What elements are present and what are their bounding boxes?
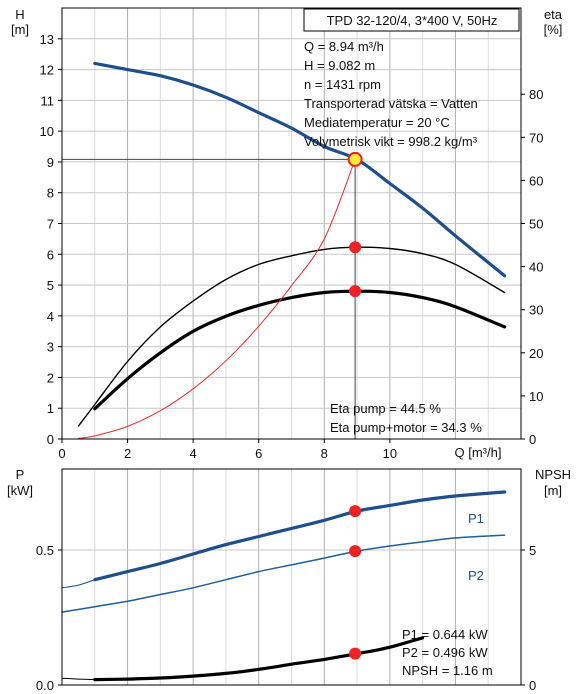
- series-eta-pump-line: [77, 246, 506, 427]
- info-npsh: NPSH = 1.16 m: [402, 663, 493, 678]
- series-eta-pump-motor-line: [93, 289, 507, 411]
- top-y2label-line1: eta: [544, 7, 563, 22]
- info-q: Q = 8.94 m³/h: [304, 39, 384, 54]
- info-n: n = 1431 rpm: [304, 77, 381, 92]
- top-y2tick-label: 60: [529, 173, 543, 188]
- bottom-ytick-label: 0.0: [36, 678, 54, 693]
- top-y2tick-label: 80: [529, 87, 543, 102]
- top-ytick-label: 11: [41, 93, 55, 108]
- top-ytick-label: 6: [47, 247, 54, 262]
- top-ytick-label: 4: [47, 309, 54, 324]
- top-plot-frame: [61, 7, 522, 440]
- series-p1-ext-line: [61, 579, 96, 589]
- top-ytick-label: 7: [47, 217, 54, 232]
- eta-info: Eta pump = 44.5 % Eta pump+motor = 34.3 …: [330, 401, 482, 435]
- top-ytick-label: 5: [47, 278, 54, 293]
- top-xtick-label: 4: [190, 446, 197, 461]
- series-p2-line: [61, 534, 506, 613]
- series-npsh-line: [93, 636, 425, 682]
- duty-point-p1-marker: [349, 505, 362, 518]
- info-p1: P1 = 0.644 kW: [402, 627, 488, 642]
- chart-title: TPD 32-120/4, 3*400 V, 50Hz: [327, 13, 498, 28]
- top-ytick-label: 1: [47, 401, 54, 416]
- top-y2tick-label: 40: [529, 260, 543, 275]
- duty-point-npsh-marker: [349, 647, 362, 660]
- top-ylabel-line1: H: [15, 7, 24, 22]
- bottom-ylabel-line1: P: [16, 467, 25, 482]
- duty-point-eta-pump-marker: [349, 241, 362, 254]
- legend-p1: P1: [468, 511, 484, 526]
- bottom-y2label-line1: NPSH: [535, 467, 571, 482]
- series-npsh-ext-line: [61, 677, 96, 681]
- duty-point-eta-pump-motor-marker: [349, 285, 362, 298]
- top-ytick-label: 3: [47, 340, 54, 355]
- top-xtick-label: 0: [58, 446, 65, 461]
- power-info: P1 = 0.644 kW P2 = 0.496 kW NPSH = 1.16 …: [402, 627, 493, 678]
- bottom-plot-frame: [61, 468, 522, 686]
- bottom-series: [61, 490, 507, 682]
- info-p2: P2 = 0.496 kW: [402, 645, 488, 660]
- info-liquid: Transporterad vätska = Vatten: [304, 96, 478, 111]
- top-y2tick-label: 50: [529, 217, 543, 232]
- top-y2tick-label: 70: [529, 130, 543, 145]
- top-series: [62, 61, 507, 439]
- series-p1-line: [93, 490, 507, 582]
- info-h: H = 9.082 m: [304, 58, 375, 73]
- top-ytick-label: 13: [40, 32, 54, 47]
- top-y2tick-label: 20: [529, 346, 543, 361]
- top-ytick-label: 12: [40, 63, 54, 78]
- info-eta-pump-motor: Eta pump+motor = 34.3 %: [330, 420, 482, 435]
- top-y2tick-label: 0: [529, 432, 536, 447]
- bottom-y2tick-label: 0: [529, 678, 536, 693]
- top-xtick-label: 10: [383, 446, 397, 461]
- top-ytick-label: 0: [47, 432, 54, 447]
- top-xtick-label: 2: [124, 446, 131, 461]
- top-ytick-label: 8: [47, 186, 54, 201]
- bottom-y2label-line2: [m]: [544, 483, 562, 498]
- top-ytick-label: 10: [40, 124, 54, 139]
- legend-p2: P2: [468, 568, 484, 583]
- duty-point-p2-marker: [349, 545, 362, 558]
- top-ylabel-line2: [m]: [11, 22, 29, 37]
- top-xtick-label: 6: [255, 446, 262, 461]
- duty-point-head-marker: [347, 151, 363, 167]
- top-ytick-label: 9: [47, 155, 54, 170]
- top-y2label-line2: [%]: [544, 22, 563, 37]
- info-eta-pump: Eta pump = 44.5 %: [330, 401, 441, 416]
- series-system-line: [77, 159, 356, 439]
- info-density: Volymetrisk vikt = 998.2 kg/m³: [304, 134, 478, 149]
- bottom-ylabel-line2: [kW]: [7, 483, 33, 498]
- bottom-ytick-label: 0.5: [36, 543, 54, 558]
- top-ytick-label: 2: [47, 370, 54, 385]
- series-head-line: [93, 61, 507, 278]
- duty-info: Q = 8.94 m³/h H = 9.082 m n = 1431 rpm T…: [304, 39, 478, 149]
- title-box: [303, 8, 520, 32]
- top-y2tick-label: 10: [529, 389, 543, 404]
- bottom-y2tick-label: 5: [529, 543, 536, 558]
- top-y2tick-label: 30: [529, 303, 543, 318]
- info-temperature: Mediatemperatur = 20 °C: [304, 115, 450, 130]
- top-xlabel: Q [m³/h]: [455, 445, 502, 460]
- top-xtick-label: 8: [321, 446, 328, 461]
